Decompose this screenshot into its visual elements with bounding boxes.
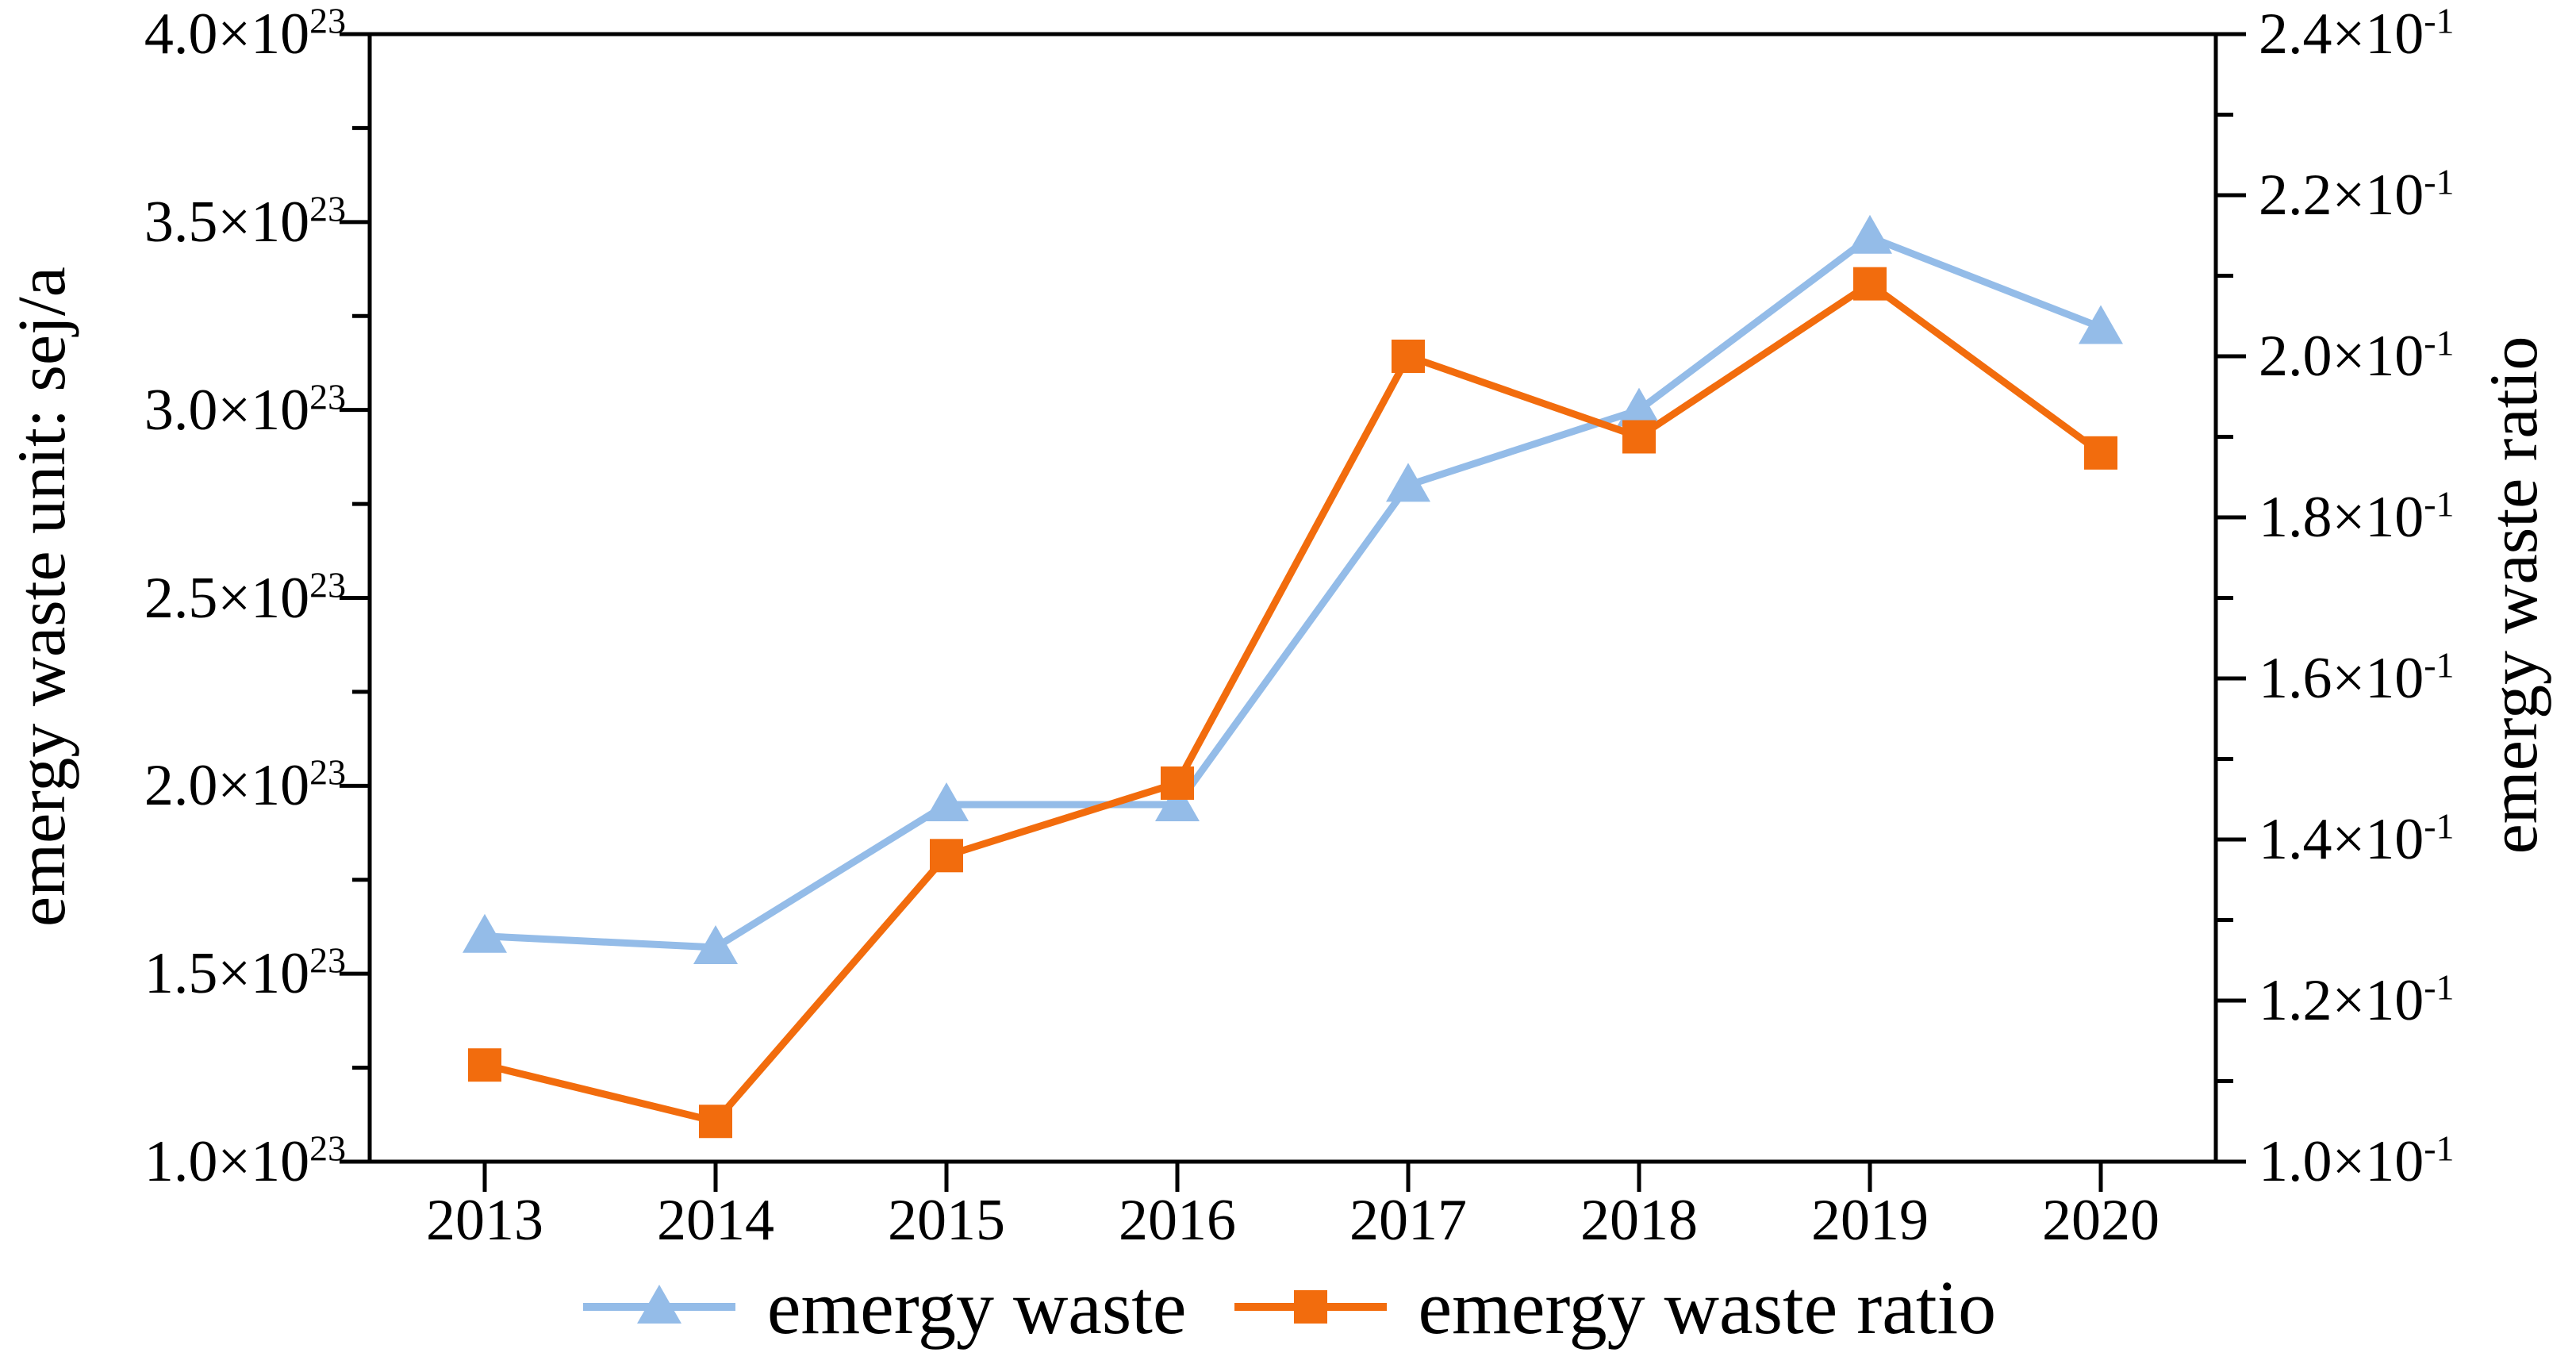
right-axis-tick-label: 1.8×10-1 (2259, 483, 2455, 550)
emergy-waste-ratio-marker-square (1622, 420, 1656, 454)
emergy-waste-marker-triangle (693, 925, 738, 965)
x-axis-tick-label: 2014 (657, 1188, 774, 1253)
legend: emergy waste emergy waste ratio (0, 1255, 2576, 1358)
emergy-waste-marker-triangle (924, 782, 969, 822)
series-emergy-waste (463, 214, 2123, 965)
emergy-waste-ratio-marker-square (930, 839, 963, 873)
x-axis-tick-label: 2015 (888, 1188, 1005, 1253)
emergy-waste-marker-triangle (1848, 214, 1892, 254)
emergy-waste-ratio-marker-square (699, 1105, 732, 1139)
legend-label: emergy waste ratio (1418, 1264, 1997, 1350)
emergy-waste-marker-triangle (463, 913, 507, 953)
emergy-waste-ratio-marker-square (1392, 340, 1425, 373)
emergy-waste-ratio-marker-square (1161, 766, 1194, 800)
right-axis-tick-label: 2.4×10-1 (2259, 0, 2455, 67)
right-axis-tick-label: 2.0×10-1 (2259, 322, 2455, 389)
x-axis-tick-label: 2016 (1119, 1188, 1236, 1253)
emergy-waste-ratio-marker-square (468, 1048, 501, 1082)
right-axis-tick-label: 2.2×10-1 (2259, 161, 2455, 228)
left-axis-tick-label: 1.0×1023 (144, 1128, 346, 1194)
emergy-waste-marker-triangle (1386, 463, 1430, 502)
right-axis-tick-label: 1.0×10-1 (2259, 1128, 2455, 1194)
left-axis-tick-label: 1.5×1023 (144, 939, 346, 1007)
left-axis-tick-label: 3.0×1023 (144, 376, 346, 443)
left-axis-tick-label: 2.5×1023 (144, 563, 346, 631)
x-axis-tick-label: 2019 (1811, 1188, 1929, 1253)
right-axis-tick-label: 1.4×10-1 (2259, 805, 2455, 872)
plot-frame (367, 32, 2218, 1164)
legend-item-emergy-waste: emergy waste (580, 1263, 1187, 1351)
left-axis-tick-label: 2.0×1023 (144, 751, 346, 819)
emergy-waste-ratio-marker-square (1853, 267, 1887, 301)
right-axis-tick-label: 1.2×10-1 (2259, 966, 2455, 1033)
x-axis-tick-label: 2017 (1349, 1188, 1467, 1253)
right-axis-tick-label: 1.6×10-1 (2259, 644, 2455, 711)
left-axis-tick-label: 4.0×1023 (144, 0, 346, 67)
emergy-waste-line (484, 233, 2102, 951)
legend-emergy-waste-marker-triangle (636, 1285, 681, 1324)
left-axis-tick-label: 3.5×1023 (144, 188, 346, 255)
x-axis-tick-label: 2018 (1580, 1188, 1698, 1253)
legend-swatch-emergy-waste (582, 1285, 735, 1324)
legend-label: emergy waste (766, 1264, 1187, 1350)
legend-swatch-emergy-waste-ratio (1234, 1290, 1387, 1324)
legend-emergy-waste-ratio-marker-square (1293, 1290, 1327, 1324)
x-axis-tick-label: 2013 (426, 1188, 543, 1253)
x-axis-tick-label: 2020 (2042, 1188, 2159, 1253)
series-emergy-waste-ratio (468, 267, 2117, 1139)
emergy-waste-marker-triangle (1617, 387, 1661, 427)
legend-item-emergy-waste-ratio: emergy waste ratio (1231, 1263, 1997, 1351)
emergy-waste-marker-triangle (2079, 305, 2123, 344)
emergy-waste-ratio-line (483, 280, 2103, 1125)
emergy-waste-marker-triangle (1155, 782, 1200, 822)
right-axis-title: emergy waste ratio (2475, 336, 2551, 855)
emergy-waste-ratio-marker-square (2084, 436, 2117, 470)
